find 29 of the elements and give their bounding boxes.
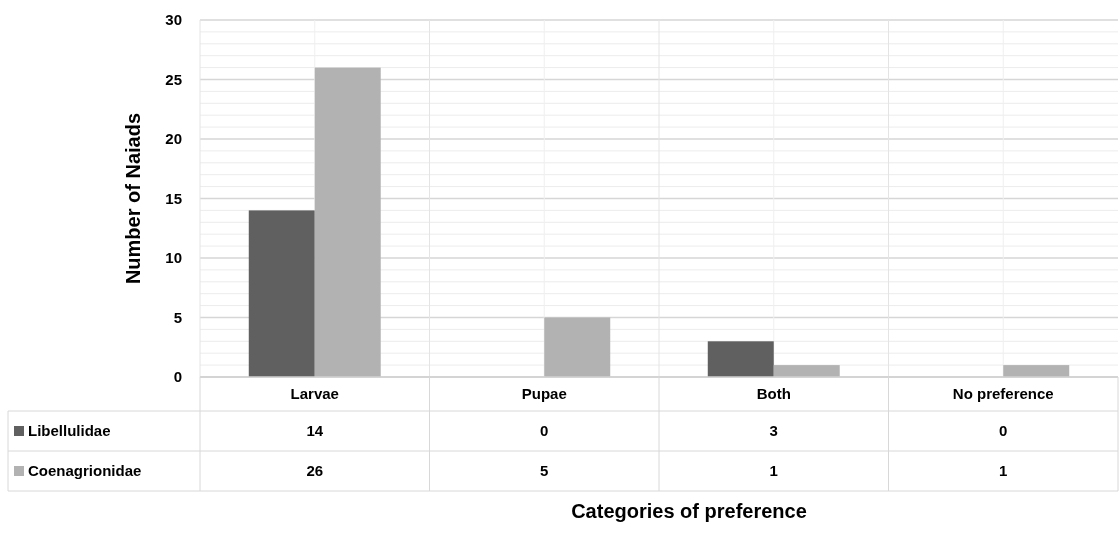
- data-label: 5: [540, 462, 549, 480]
- x-tick-label: Pupae: [521, 385, 567, 403]
- bar: [314, 67, 381, 377]
- y-axis-title: Number of Naiads: [122, 112, 144, 285]
- data-label: 0: [999, 422, 1008, 440]
- y-tick-label: 15: [165, 189, 182, 207]
- x-tick-label: Larvae: [290, 385, 339, 403]
- bar: [544, 317, 611, 377]
- data-label: 3: [769, 422, 778, 440]
- y-tick-label: 0: [173, 368, 182, 386]
- x-axis-title: Categories of preference: [571, 500, 807, 522]
- bar: [773, 365, 840, 377]
- bar: [248, 210, 315, 377]
- bar: [707, 341, 774, 377]
- data-label: 1: [769, 462, 778, 480]
- legend-label: Libellulidae: [28, 422, 111, 440]
- y-tick-label: 25: [165, 70, 182, 88]
- x-tick-label: No preference: [952, 385, 1054, 403]
- data-label: 14: [306, 422, 324, 440]
- legend-label: Coenagrionidae: [28, 462, 142, 480]
- data-label: 1: [999, 462, 1008, 480]
- data-label: 26: [306, 462, 324, 480]
- y-tick-label: 10: [165, 249, 182, 267]
- x-tick-label: Both: [756, 385, 791, 403]
- y-tick-label: 20: [165, 130, 182, 148]
- y-tick-label: 5: [173, 308, 182, 326]
- bar: [1003, 365, 1070, 377]
- y-tick-label: 30: [165, 11, 182, 29]
- data-label: 0: [540, 422, 549, 440]
